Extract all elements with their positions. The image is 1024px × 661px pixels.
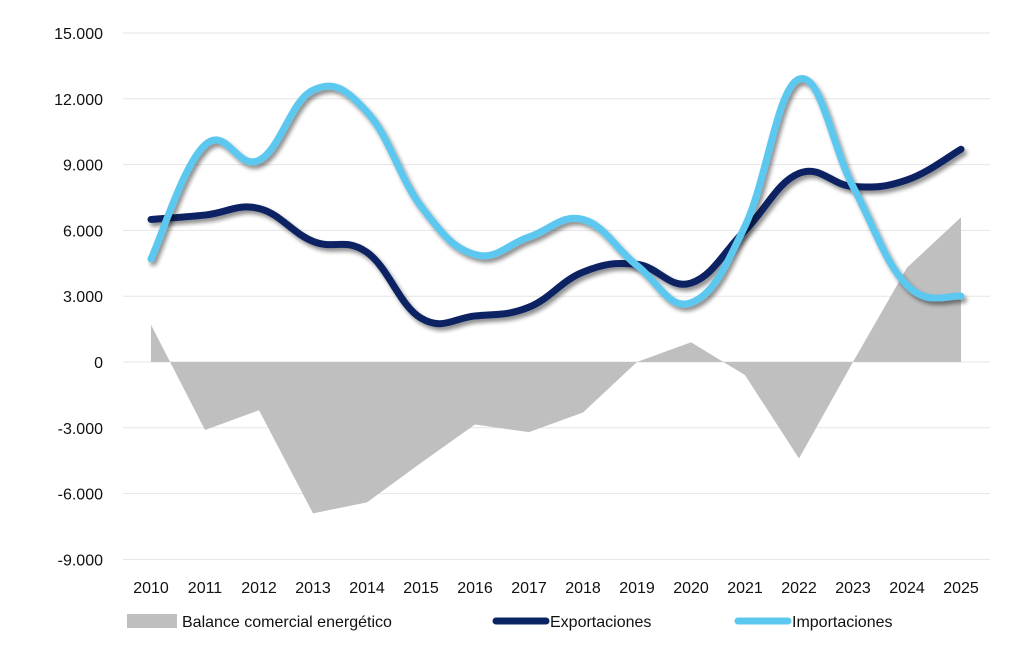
legend-label-exportaciones: Exportaciones xyxy=(550,614,651,631)
y-tick-label: 9.000 xyxy=(63,158,103,175)
legend-label-importaciones: Importaciones xyxy=(792,614,893,631)
series-line-exportaciones xyxy=(147,145,965,328)
balance-area-layer xyxy=(151,217,961,514)
balance-area xyxy=(151,217,961,514)
x-tick-label: 2018 xyxy=(565,580,601,597)
y-tick-label: -6.000 xyxy=(58,487,103,504)
legend-swatch-balance xyxy=(127,614,177,628)
x-tick-label: 2011 xyxy=(188,580,223,597)
legend-label-balance: Balance comercial energético xyxy=(182,614,392,631)
x-tick-label: 2014 xyxy=(349,580,385,597)
x-tick-label: 2022 xyxy=(781,580,817,597)
x-tick-label: 2025 xyxy=(943,580,979,597)
x-tick-label: 2019 xyxy=(619,580,655,597)
y-tick-label: 15.000 xyxy=(54,26,103,43)
x-tick-label: 2020 xyxy=(673,580,709,597)
y-tick-label: 6.000 xyxy=(63,223,103,240)
y-axis: 15.000 12.000 9.000 6.000 3.000 0 -3.000 -6.000… xyxy=(54,26,103,569)
x-tick-label: 2017 xyxy=(511,580,547,597)
x-axis: 2010 2011 2012 2013 2014 2015 2016 2017 2018 2019… xyxy=(133,580,979,597)
x-tick-label: 2013 xyxy=(295,580,331,597)
x-tick-label: 2024 xyxy=(889,580,925,597)
x-tick-label: 2021 xyxy=(727,580,763,597)
x-tick-label: 2023 xyxy=(835,580,871,597)
y-tick-label: 0 xyxy=(94,355,103,372)
gridlines xyxy=(123,32,990,560)
x-tick-label: 2016 xyxy=(457,580,493,597)
x-tick-label: 2015 xyxy=(403,580,439,597)
x-tick-label: 2010 xyxy=(133,580,169,597)
legend: Balance comercial energético Exportacione… xyxy=(127,614,893,631)
series-line-importaciones xyxy=(147,75,965,308)
x-tick-label: 2012 xyxy=(241,580,277,597)
y-tick-label: -9.000 xyxy=(58,552,103,569)
y-tick-label: 3.000 xyxy=(63,289,103,306)
y-tick-label: 12.000 xyxy=(54,92,103,109)
y-tick-label: -3.000 xyxy=(58,421,103,438)
series-lines-layer xyxy=(147,75,965,328)
